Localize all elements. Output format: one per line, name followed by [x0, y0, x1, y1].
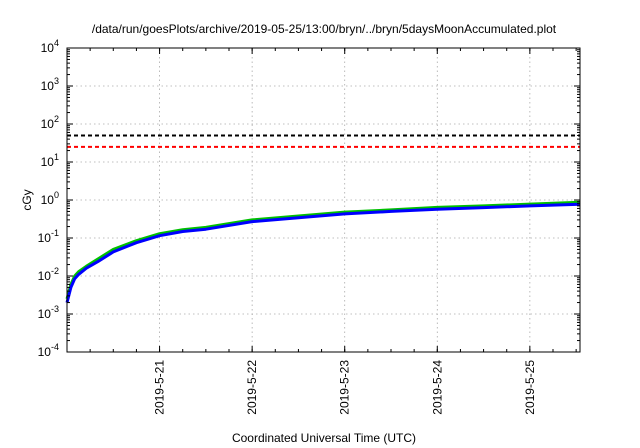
x-tick-label: 2019-5-25 [523, 360, 537, 415]
series-line-1 [65, 200, 581, 300]
x-tick-label: 2019-5-23 [338, 360, 352, 415]
y-axis-ticks: 10-4 10-3 10-2 10-1 100 101 102 103 104 [38, 38, 580, 359]
x-tick-label: 2019-5-22 [245, 360, 259, 415]
chart-title: /data/run/goesPlots/archive/2019-05-25/1… [92, 22, 557, 36]
y-tick-label: 100 [41, 190, 59, 207]
y-tick-label: 10-1 [38, 228, 59, 245]
x-axis-label: Coordinated Universal Time (UTC) [232, 431, 416, 445]
reference-lines [67, 134, 580, 148]
y-tick-label: 10-3 [38, 304, 59, 321]
y-tick-label: 102 [41, 114, 59, 131]
y-axis-label: cGy [20, 189, 34, 210]
x-tick-label: 2019-5-21 [153, 360, 167, 415]
y-tick-label: 10-2 [38, 266, 59, 283]
y-tick-label: 101 [41, 152, 59, 169]
x-axis-ticks: 2019-5-21 2019-5-22 2019-5-23 2019-5-24 2019… [66, 48, 577, 415]
data-series [65, 200, 581, 303]
grid-lines [67, 48, 580, 352]
y-tick-label: 103 [41, 76, 59, 93]
x-tick-label: 2019-5-24 [430, 360, 444, 415]
series-line-2 [65, 202, 581, 303]
y-tick-label: 104 [41, 38, 59, 55]
y-tick-label: 10-4 [38, 342, 59, 359]
